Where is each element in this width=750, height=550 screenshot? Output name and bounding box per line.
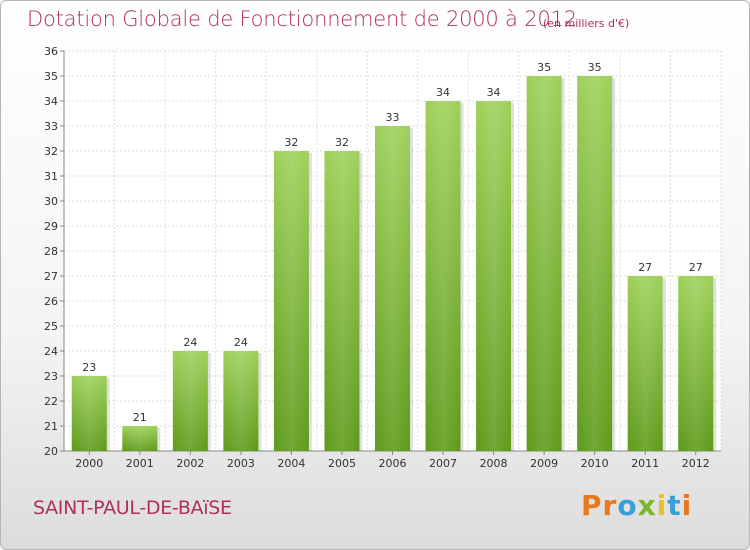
y-tick-label: 31: [44, 170, 58, 183]
y-tick-label: 24: [44, 345, 58, 358]
bar-highlight: [627, 276, 663, 451]
x-tick-label: 2003: [227, 457, 255, 470]
value-label: 33: [386, 111, 400, 124]
bar-highlight: [324, 151, 360, 451]
bar-highlight: [678, 276, 714, 451]
chart-subtitle: (en milliers d'€): [543, 17, 630, 30]
logo-letter: t: [667, 489, 682, 522]
x-tick-label: 2006: [379, 457, 407, 470]
x-tick-label: 2000: [75, 457, 103, 470]
x-tick-label: 2011: [631, 457, 659, 470]
commune-name: SAINT-PAUL-DE-BAïSE: [33, 497, 232, 519]
value-label: 35: [537, 61, 551, 74]
bar-highlight: [577, 76, 613, 451]
x-tick-label: 2010: [581, 457, 609, 470]
y-tick-label: 23: [44, 370, 58, 383]
x-tick-label: 2008: [480, 457, 508, 470]
logo-letter: i: [656, 489, 668, 522]
y-tick-label: 22: [44, 395, 58, 408]
y-tick-label: 33: [44, 120, 58, 133]
bar-highlight: [122, 426, 158, 451]
y-tick-label: 34: [44, 95, 58, 108]
value-label: 32: [284, 136, 298, 149]
value-label: 21: [133, 411, 147, 424]
chart-title: Dotation Globale de Fonctionnement de 20…: [27, 7, 577, 31]
x-tick-label: 2005: [328, 457, 356, 470]
bar-highlight: [425, 101, 461, 451]
value-label: 24: [234, 336, 248, 349]
y-tick-label: 25: [44, 320, 58, 333]
value-label: 27: [638, 261, 652, 274]
x-tick-label: 2004: [277, 457, 305, 470]
bar-highlight: [273, 151, 309, 451]
bar-highlight: [526, 76, 562, 451]
bar-highlight: [71, 376, 107, 451]
y-tick-label: 35: [44, 70, 58, 83]
value-label: 24: [183, 336, 197, 349]
logo-letter: r: [602, 489, 618, 522]
bar-highlight: [223, 351, 259, 451]
y-tick-label: 27: [44, 270, 58, 283]
y-tick-label: 30: [44, 195, 58, 208]
bar-highlight: [375, 126, 410, 451]
value-label: 35: [588, 61, 602, 74]
value-label: 27: [689, 261, 703, 274]
y-tick-label: 32: [44, 145, 58, 158]
y-tick-label: 36: [44, 45, 58, 58]
y-tick-label: 29: [44, 220, 58, 233]
y-tick-label: 28: [44, 245, 58, 258]
logo-letter: o: [617, 489, 638, 522]
x-tick-label: 2002: [176, 457, 204, 470]
logo-letter: i: [681, 489, 693, 522]
bar-highlight: [476, 101, 512, 451]
value-label: 32: [335, 136, 349, 149]
logo-letter: P: [581, 489, 603, 522]
y-tick-label: 26: [44, 295, 58, 308]
value-label: 34: [487, 86, 501, 99]
y-tick-label: 20: [44, 445, 58, 458]
x-tick-label: 2007: [429, 457, 457, 470]
proxiti-logo: Proxiti: [581, 489, 692, 522]
x-tick-label: 2001: [126, 457, 154, 470]
logo-letter: x: [637, 489, 657, 522]
x-tick-label: 2012: [682, 457, 710, 470]
value-label: 34: [436, 86, 450, 99]
value-label: 23: [82, 361, 96, 374]
y-tick-label: 21: [44, 420, 58, 433]
x-tick-label: 2009: [530, 457, 558, 470]
bar-highlight: [172, 351, 208, 451]
